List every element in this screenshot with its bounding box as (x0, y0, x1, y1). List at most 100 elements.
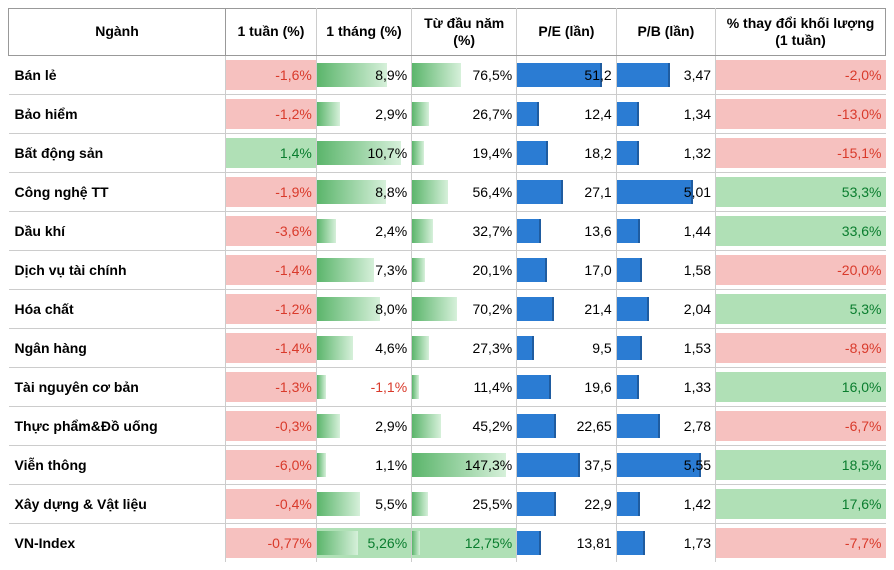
cell-vol: -8,9% (716, 328, 886, 367)
row-name: Dầu khí (9, 211, 226, 250)
header-1thang: 1 tháng (%) (316, 9, 411, 56)
cell-pb: 1,58 (616, 250, 715, 289)
header-nganh: Ngành (9, 9, 226, 56)
cell-vol: -6,7% (716, 406, 886, 445)
cell-vol: -7,7% (716, 523, 886, 562)
cell-1tuan: 1,4% (226, 133, 317, 172)
table-row: Tài nguyên cơ bản-1,3%-1,1%11,4%19,61,33… (9, 367, 886, 406)
table-row: Dầu khí-3,6%2,4%32,7%13,61,4433,6% (9, 211, 886, 250)
cell-pb: 1,32 (616, 133, 715, 172)
table-row: Ngân hàng-1,4%4,6%27,3%9,51,53-8,9% (9, 328, 886, 367)
cell-pe: 27,1 (517, 172, 616, 211)
row-name: Ngân hàng (9, 328, 226, 367)
cell-pe: 21,4 (517, 289, 616, 328)
cell-vol: 5,3% (716, 289, 886, 328)
cell-1thang: 2,9% (316, 94, 411, 133)
cell-1thang: 8,8% (316, 172, 411, 211)
cell-1thang: 10,7% (316, 133, 411, 172)
cell-vol: 53,3% (716, 172, 886, 211)
cell-pe: 19,6 (517, 367, 616, 406)
cell-pe: 51,2 (517, 55, 616, 94)
table-row: Bán lẻ-1,6%8,9%76,5%51,23,47-2,0% (9, 55, 886, 94)
cell-vol: -20,0% (716, 250, 886, 289)
row-name: Bán lẻ (9, 55, 226, 94)
table-row: Dịch vụ tài chính-1,4%7,3%20,1%17,01,58-… (9, 250, 886, 289)
cell-pe: 9,5 (517, 328, 616, 367)
cell-1tuan: -0,4% (226, 484, 317, 523)
cell-1thang: 4,6% (316, 328, 411, 367)
cell-1thang: 5,5% (316, 484, 411, 523)
sector-table: Ngành 1 tuần (%) 1 tháng (%) Từ đầu năm … (8, 8, 886, 562)
cell-vol: 18,5% (716, 445, 886, 484)
cell-ytd: 76,5% (412, 55, 517, 94)
cell-1tuan: -6,0% (226, 445, 317, 484)
row-name: Hóa chất (9, 289, 226, 328)
cell-vol: 33,6% (716, 211, 886, 250)
cell-1tuan: -1,6% (226, 55, 317, 94)
cell-1tuan: -1,3% (226, 367, 317, 406)
cell-pb: 1,42 (616, 484, 715, 523)
table-row: Viễn thông-6,0%1,1%147,3%37,55,5518,5% (9, 445, 886, 484)
cell-pe: 12,4 (517, 94, 616, 133)
cell-pb: 1,34 (616, 94, 715, 133)
table-row: Xây dựng & Vật liệu-0,4%5,5%25,5%22,91,4… (9, 484, 886, 523)
cell-pb: 5,55 (616, 445, 715, 484)
row-name: Thực phẩm&Đồ uống (9, 406, 226, 445)
cell-1tuan: -1,9% (226, 172, 317, 211)
cell-1thang: 2,9% (316, 406, 411, 445)
cell-pe: 13,81 (517, 523, 616, 562)
cell-ytd: 56,4% (412, 172, 517, 211)
cell-ytd: 147,3% (412, 445, 517, 484)
cell-1tuan: -1,2% (226, 94, 317, 133)
header-row: Ngành 1 tuần (%) 1 tháng (%) Từ đầu năm … (9, 9, 886, 56)
cell-ytd: 27,3% (412, 328, 517, 367)
cell-vol: 17,6% (716, 484, 886, 523)
table-row: Bảo hiểm-1,2%2,9%26,7%12,41,34-13,0% (9, 94, 886, 133)
cell-vol: -2,0% (716, 55, 886, 94)
cell-1tuan: -3,6% (226, 211, 317, 250)
cell-1tuan: -1,4% (226, 328, 317, 367)
cell-pb: 2,04 (616, 289, 715, 328)
row-name: Xây dựng & Vật liệu (9, 484, 226, 523)
cell-1thang: 2,4% (316, 211, 411, 250)
row-name: Bảo hiểm (9, 94, 226, 133)
cell-pe: 18,2 (517, 133, 616, 172)
cell-pe: 17,0 (517, 250, 616, 289)
cell-ytd: 32,7% (412, 211, 517, 250)
cell-ytd: 25,5% (412, 484, 517, 523)
cell-pb: 1,73 (616, 523, 715, 562)
cell-pb: 1,53 (616, 328, 715, 367)
row-name: Công nghệ TT (9, 172, 226, 211)
cell-pb: 3,47 (616, 55, 715, 94)
cell-pe: 13,6 (517, 211, 616, 250)
cell-pb: 1,44 (616, 211, 715, 250)
cell-1tuan: -1,2% (226, 289, 317, 328)
cell-1thang: 5,26% (316, 523, 411, 562)
cell-pe: 22,9 (517, 484, 616, 523)
cell-vol: 16,0% (716, 367, 886, 406)
cell-ytd: 11,4% (412, 367, 517, 406)
table-row: Hóa chất-1,2%8,0%70,2%21,42,045,3% (9, 289, 886, 328)
header-tudaunam: Từ đầu năm (%) (412, 9, 517, 56)
cell-pb: 1,33 (616, 367, 715, 406)
header-pb: P/B (lần) (616, 9, 715, 56)
cell-1tuan: -0,3% (226, 406, 317, 445)
cell-ytd: 20,1% (412, 250, 517, 289)
cell-vol: -15,1% (716, 133, 886, 172)
row-name: Tài nguyên cơ bản (9, 367, 226, 406)
cell-vol: -13,0% (716, 94, 886, 133)
cell-1thang: 8,0% (316, 289, 411, 328)
cell-1thang: 7,3% (316, 250, 411, 289)
row-name: Bất động sản (9, 133, 226, 172)
cell-ytd: 45,2% (412, 406, 517, 445)
cell-pb: 2,78 (616, 406, 715, 445)
cell-ytd: 12,75% (412, 523, 517, 562)
cell-1tuan: -1,4% (226, 250, 317, 289)
header-1tuan: 1 tuần (%) (226, 9, 317, 56)
header-vol: % thay đổi khối lượng (1 tuần) (716, 9, 886, 56)
cell-pb: 5,01 (616, 172, 715, 211)
row-name: Viễn thông (9, 445, 226, 484)
cell-1thang: -1,1% (316, 367, 411, 406)
cell-ytd: 19,4% (412, 133, 517, 172)
table-row: Công nghệ TT-1,9%8,8%56,4%27,15,0153,3% (9, 172, 886, 211)
